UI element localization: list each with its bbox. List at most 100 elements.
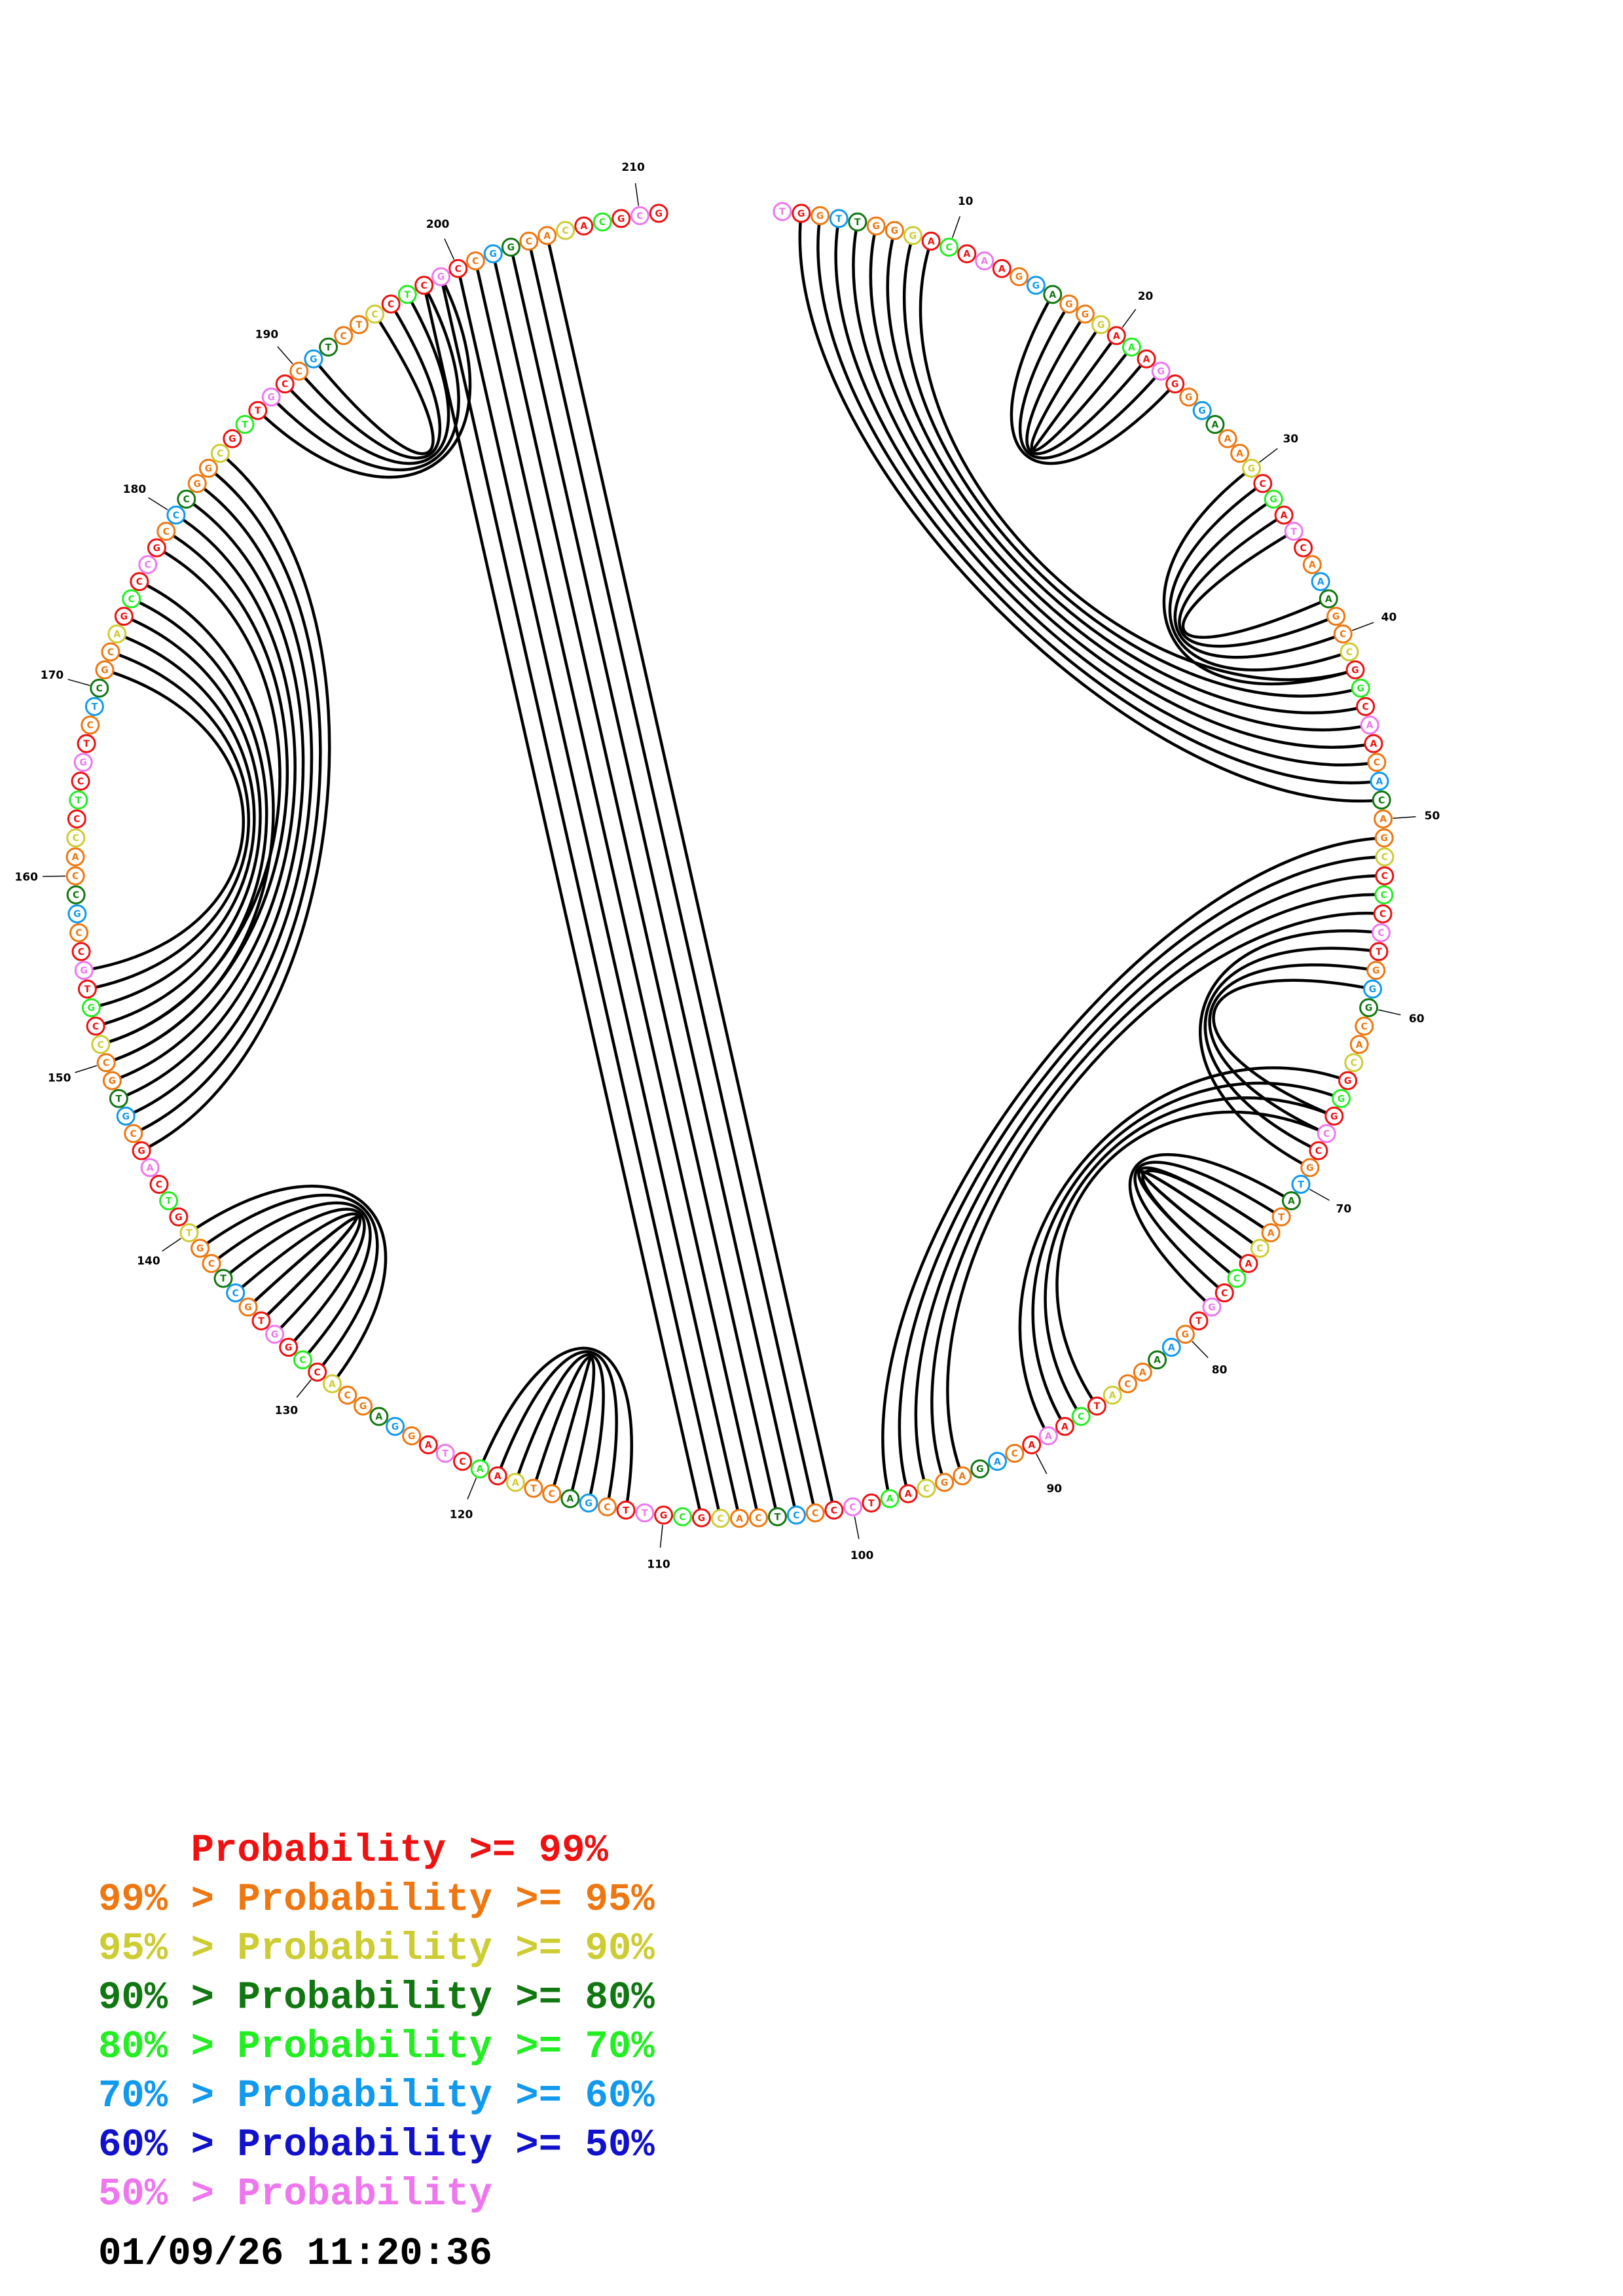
svg-text:C: C bbox=[136, 577, 143, 588]
svg-text:C: C bbox=[599, 217, 606, 228]
svg-text:A: A bbox=[998, 264, 1006, 274]
svg-text:G: G bbox=[88, 1003, 96, 1014]
base-164: T bbox=[69, 790, 88, 810]
svg-text:T: T bbox=[166, 1196, 172, 1207]
base-32: G bbox=[1264, 490, 1283, 509]
base-150: C bbox=[96, 1053, 116, 1073]
base-131: C bbox=[293, 1350, 312, 1370]
base-92: A bbox=[987, 1452, 1007, 1471]
svg-text:T: T bbox=[868, 1498, 875, 1509]
base-176: C bbox=[130, 572, 149, 592]
base-60: G bbox=[1359, 998, 1379, 1018]
svg-text:C: C bbox=[459, 1457, 465, 1467]
svg-text:C: C bbox=[156, 1180, 162, 1191]
svg-text:T: T bbox=[1195, 1316, 1202, 1327]
base-23: G bbox=[1151, 361, 1171, 381]
base-pair-arc-103-203 bbox=[509, 247, 798, 1516]
base-174: G bbox=[114, 607, 134, 626]
base-210: C bbox=[630, 206, 649, 226]
base-pair-arc-149-180 bbox=[111, 514, 297, 1083]
base-pair-arc-8-43 bbox=[903, 235, 1361, 698]
base-156: C bbox=[71, 942, 91, 961]
svg-text:C: C bbox=[1124, 1379, 1131, 1390]
legend-row-5: 80% > Probability >= 70% bbox=[98, 2025, 655, 2069]
base-200: C bbox=[448, 259, 468, 278]
svg-text:G: G bbox=[585, 1498, 593, 1509]
base-88: A bbox=[1055, 1416, 1074, 1436]
base-143: C bbox=[149, 1175, 169, 1194]
svg-text:G: G bbox=[1248, 463, 1256, 474]
base-pair-arc-18-22 bbox=[1025, 313, 1148, 456]
svg-text:G: G bbox=[655, 209, 663, 219]
base-20: A bbox=[1106, 326, 1126, 346]
svg-text:G: G bbox=[1380, 833, 1388, 844]
svg-text:C: C bbox=[1379, 909, 1386, 920]
svg-text:T: T bbox=[1376, 947, 1382, 958]
base-122: T bbox=[435, 1444, 455, 1463]
base-103: C bbox=[786, 1505, 806, 1525]
legend-row-2: 99% > Probability >= 95% bbox=[98, 1878, 655, 1922]
svg-text:T: T bbox=[623, 1505, 629, 1516]
svg-text:C: C bbox=[1300, 543, 1306, 554]
base-85: A bbox=[1103, 1386, 1122, 1405]
base-pair-arc-16-24 bbox=[1010, 293, 1176, 465]
svg-text:T: T bbox=[404, 290, 410, 300]
svg-text:G: G bbox=[73, 909, 81, 920]
svg-text:C: C bbox=[526, 236, 532, 247]
base-166: G bbox=[73, 753, 93, 772]
svg-text:C: C bbox=[1381, 852, 1388, 863]
legend-row-4: 90% > Probability >= 80% bbox=[98, 1976, 655, 2020]
svg-text:G: G bbox=[437, 272, 445, 283]
svg-text:C: C bbox=[923, 1484, 930, 1494]
tick-40 bbox=[1352, 622, 1374, 632]
base-pair-arc-189-197 bbox=[283, 293, 450, 465]
base-161: A bbox=[65, 847, 85, 867]
base-139: G bbox=[191, 1238, 210, 1258]
base-pair-arc-187-199 bbox=[257, 276, 472, 479]
svg-text:A: A bbox=[1224, 434, 1231, 444]
base-157: C bbox=[69, 923, 89, 942]
svg-text:C: C bbox=[1233, 1274, 1240, 1284]
base-167: T bbox=[77, 734, 96, 753]
svg-text:C: C bbox=[371, 310, 378, 320]
base-202: G bbox=[483, 244, 503, 264]
svg-text:G: G bbox=[1097, 320, 1105, 331]
position-label-110: 110 bbox=[647, 1558, 670, 1571]
base-168: C bbox=[81, 715, 100, 735]
svg-text:T: T bbox=[779, 207, 786, 217]
circle-plot: T G G T T G G GACAAAGGAGGGAAAGGGGAAAGCGATCAAAGC… bbox=[14, 161, 1440, 1571]
base-78: G bbox=[1202, 1297, 1222, 1317]
svg-text:T: T bbox=[530, 1484, 537, 1494]
tick-50 bbox=[1393, 816, 1416, 819]
base-67: C bbox=[1317, 1124, 1336, 1143]
svg-text:T: T bbox=[84, 984, 91, 995]
base-100: C bbox=[843, 1497, 863, 1516]
base-89: A bbox=[1038, 1426, 1058, 1446]
svg-text:T: T bbox=[775, 1512, 781, 1522]
base-195: C bbox=[365, 304, 385, 324]
svg-text:A: A bbox=[543, 231, 551, 242]
svg-text:C: C bbox=[103, 1058, 109, 1069]
position-label-180: 180 bbox=[123, 483, 147, 496]
base-196: C bbox=[381, 295, 401, 314]
base-pair-arc-67-86 bbox=[1055, 1111, 1328, 1407]
base-178: G bbox=[147, 538, 166, 558]
base-18: G bbox=[1075, 304, 1095, 324]
base-209: G bbox=[611, 209, 631, 228]
svg-text:G: G bbox=[909, 231, 917, 242]
base-135: G bbox=[238, 1297, 258, 1317]
svg-text:A: A bbox=[1281, 511, 1288, 521]
base-45: A bbox=[1360, 715, 1379, 735]
legend-row-6: 70% > Probability >= 60% bbox=[98, 2074, 655, 2118]
svg-text:A: A bbox=[1113, 331, 1120, 342]
svg-text:G: G bbox=[507, 243, 515, 253]
svg-text:C: C bbox=[455, 264, 462, 274]
base-47: C bbox=[1367, 753, 1387, 772]
base-pair-arc-105-201 bbox=[474, 260, 760, 1518]
svg-text:G: G bbox=[175, 1212, 183, 1223]
base-120: A bbox=[470, 1459, 490, 1479]
base-46: A bbox=[1364, 734, 1383, 753]
base-pair-arc-56-69 bbox=[1199, 929, 1381, 1170]
svg-text:T: T bbox=[242, 420, 248, 430]
base-119: A bbox=[488, 1466, 507, 1486]
